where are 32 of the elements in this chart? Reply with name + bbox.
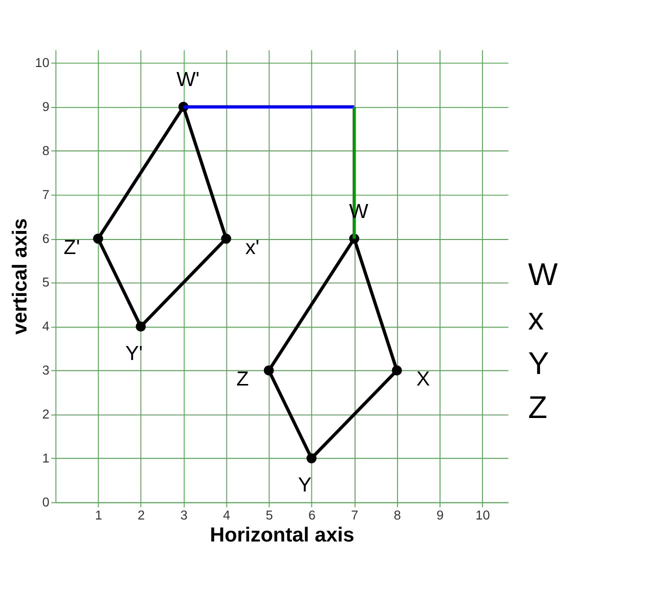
y-tick-label: 0: [42, 494, 50, 510]
x-tick-label: 7: [351, 507, 358, 522]
text: W: [528, 257, 558, 292]
y-tick-label: 1: [42, 450, 50, 466]
annotation: Z': [64, 236, 80, 259]
y-tick-label: 7: [42, 186, 50, 202]
x-tick-label: 2: [138, 507, 145, 522]
x-tick-label: 6: [308, 507, 316, 522]
annotation: Y: [298, 474, 312, 497]
y-axis-title: vertical axis: [10, 218, 32, 335]
annotation: x': [245, 236, 260, 259]
x-tick-label: 4: [223, 507, 230, 522]
y-tick-label: 3: [42, 362, 50, 378]
x-tick-label: 1: [94, 507, 102, 522]
x-tick-label: 8: [394, 507, 401, 522]
y-tick-label: 9: [42, 99, 50, 114]
text: Y: [528, 346, 550, 381]
x-tick-label: 3: [180, 507, 188, 522]
x-axis-title: Horizontal axis: [210, 524, 354, 546]
text: x: [528, 302, 544, 337]
y-tick-label: 2: [42, 406, 50, 422]
y-tick-label: 4: [42, 318, 50, 334]
x-tick-label: 5: [266, 507, 273, 522]
y-tick-label: 5: [42, 274, 50, 290]
y-tick-label: 10: [35, 55, 50, 70]
annotation: X: [416, 368, 430, 391]
text: Z: [528, 390, 548, 426]
x-tick-label: 9: [436, 507, 444, 522]
annotation: Z: [236, 368, 249, 391]
x-tick-label: 10: [476, 507, 490, 522]
y-tick-label: 6: [42, 230, 50, 246]
y-tick-label: 8: [42, 142, 50, 158]
